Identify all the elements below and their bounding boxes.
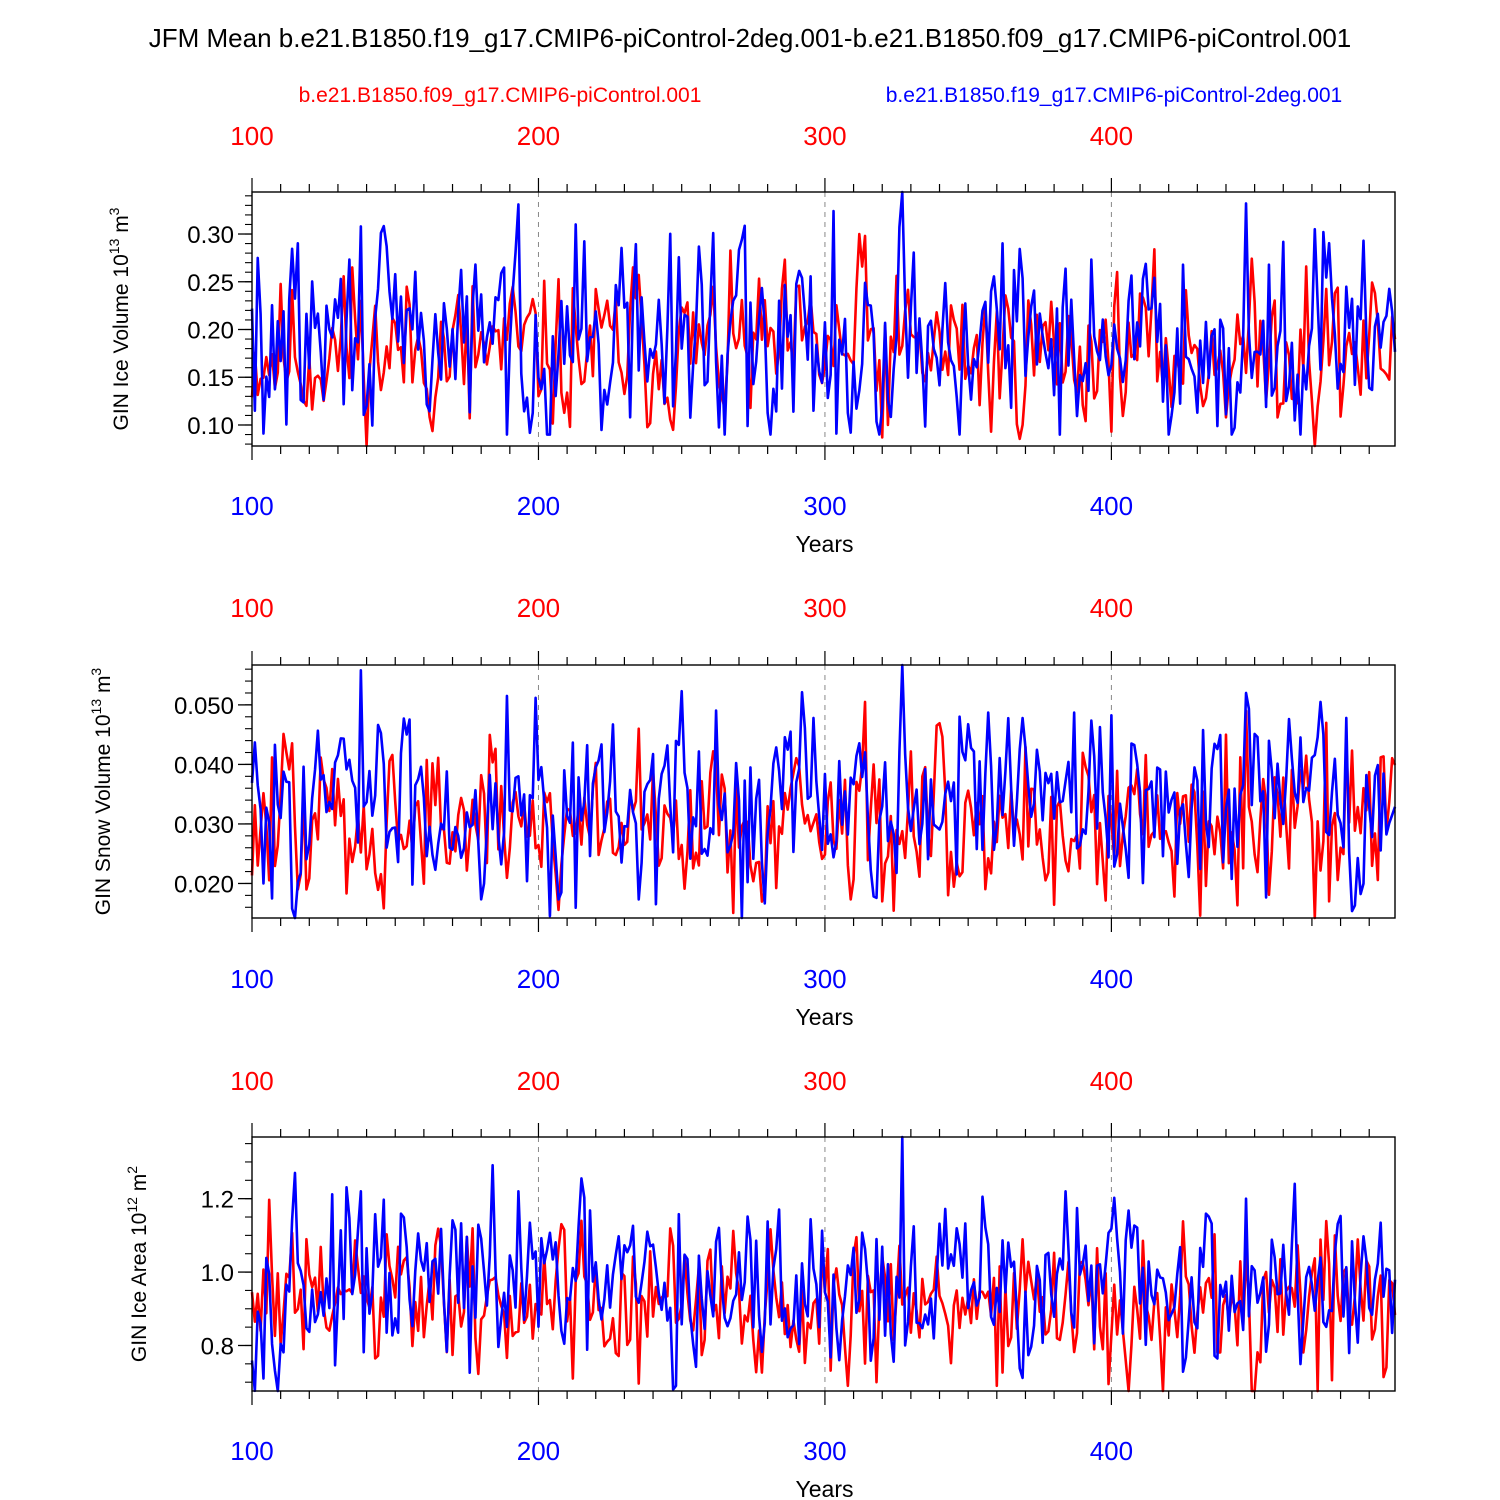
y-axis-title: GIN Ice Volume 1013 m3 (106, 207, 133, 430)
x-tick-label-bottom: 400 (1090, 1436, 1133, 1466)
x-tick-label-top: 100 (230, 121, 273, 151)
x-tick-label-bottom: 300 (803, 1436, 846, 1466)
x-tick-label-bottom: 300 (803, 491, 846, 521)
x-tick-label-top: 300 (803, 593, 846, 623)
x-tick-label-bottom: 200 (517, 964, 560, 994)
series-line-blue (250, 663, 1397, 920)
y-axis-title: GIN Snow Volume 1013 m3 (88, 668, 115, 916)
y-tick-label: 0.040 (174, 752, 234, 779)
x-tick-label-bottom: 100 (230, 1436, 273, 1466)
x-tick-label-bottom: 200 (517, 1436, 560, 1466)
y-tick-label: 0.050 (174, 693, 234, 720)
x-tick-label-bottom: 100 (230, 964, 273, 994)
x-axis-title: Years (796, 1476, 854, 1500)
chart-panel: 100 100 200 200 300 300 400 400 0.020 0.030 0.040 0… (88, 593, 1397, 1030)
y-axis-title: GIN Ice Area 1012 m2 (124, 1166, 151, 1362)
chart-panel: 100 100 200 200 300 300 400 400 0.10 0.15 0.20 0.25… (106, 121, 1397, 557)
chart-panel: 100 100 200 200 300 300 400 400 0.8 1.0 1.2 Years GI… (124, 1066, 1397, 1500)
chart-panels: 100 100 200 200 300 300 400 400 0.10 0.15 0.20 0.25… (88, 121, 1397, 1500)
y-tick-label: 0.30 (187, 222, 234, 249)
legend-blue-label: b.e21.B1850.f19_g17.CMIP6-piControl-2deg… (886, 84, 1342, 107)
x-tick-label-top: 100 (230, 593, 273, 623)
legend-red-label: b.e21.B1850.f09_g17.CMIP6-piControl.001 (299, 84, 702, 107)
x-tick-label-top: 300 (803, 1066, 846, 1096)
plot-frame (251, 1136, 1396, 1392)
y-tick-label: 0.10 (187, 413, 234, 440)
y-tick-label: 1.2 (201, 1187, 234, 1214)
plot-frame (251, 191, 1396, 447)
x-tick-label-bottom: 100 (230, 491, 273, 521)
x-tick-label-bottom: 400 (1090, 491, 1133, 521)
x-tick-label-top: 400 (1090, 593, 1133, 623)
y-tick-label: 0.25 (187, 270, 234, 297)
x-tick-label-bottom: 200 (517, 491, 560, 521)
y-tick-label: 0.15 (187, 365, 234, 392)
y-tick-label: 0.030 (174, 812, 234, 839)
x-tick-label-top: 400 (1090, 1066, 1133, 1096)
figure-title: JFM Mean b.e21.B1850.f19_g17.CMIP6-piCon… (149, 23, 1352, 53)
x-tick-label-top: 100 (230, 1066, 273, 1096)
y-tick-label: 1.0 (201, 1260, 234, 1287)
x-tick-label-top: 300 (803, 121, 846, 151)
x-axis-title: Years (796, 531, 854, 557)
series-line-blue (250, 1135, 1397, 1393)
x-axis-title: Years (796, 1004, 854, 1030)
x-tick-label-top: 200 (517, 1066, 560, 1096)
x-tick-label-top: 200 (517, 593, 560, 623)
x-tick-label-bottom: 400 (1090, 964, 1133, 994)
series-line-blue (250, 190, 1397, 436)
plot-frame (251, 664, 1396, 919)
x-tick-label-top: 400 (1090, 121, 1133, 151)
y-tick-label: 0.20 (187, 318, 234, 345)
y-tick-label: 0.020 (174, 871, 234, 898)
x-tick-label-bottom: 300 (803, 964, 846, 994)
x-tick-label-top: 200 (517, 121, 560, 151)
y-tick-label: 0.8 (201, 1333, 234, 1360)
